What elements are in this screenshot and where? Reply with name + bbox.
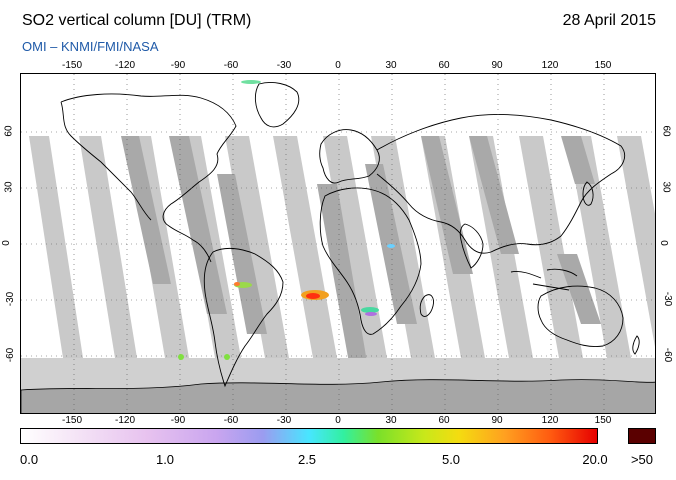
lat-tick-right: 60 xyxy=(660,125,672,137)
map-source: OMI – KNMI/FMI/NASA xyxy=(22,39,159,54)
south-america-coast xyxy=(203,247,284,388)
colorbar-label: 0.0 xyxy=(20,452,39,467)
lat-tick-left: 60 xyxy=(3,125,15,137)
lat-tick-right: 0 xyxy=(657,240,669,246)
lon-tick-bottom: 120 xyxy=(541,415,559,426)
colorbar-label: >50 xyxy=(630,452,654,467)
swath-gap xyxy=(519,136,583,358)
lon-tick-bottom: 30 xyxy=(385,415,397,426)
swath-overlap-band xyxy=(169,136,227,314)
lat-tick-right: -60 xyxy=(662,347,674,363)
lon-tick-top: 60 xyxy=(438,60,450,71)
japan-coast xyxy=(582,181,594,206)
colorbar-label: 2.5 xyxy=(297,452,317,467)
lon-tick-top: -120 xyxy=(114,60,136,71)
lon-tick-top: -150 xyxy=(61,60,83,71)
lat-tick-right: 30 xyxy=(660,181,672,193)
so2-patch xyxy=(241,80,261,84)
new-zealand-coast xyxy=(632,335,640,355)
swath-gap xyxy=(29,136,83,358)
india-coast xyxy=(459,223,484,269)
swath-overlap-band xyxy=(317,184,369,374)
lon-tick-bottom: -30 xyxy=(276,415,292,426)
swath-gap xyxy=(273,136,337,358)
africa-coast xyxy=(319,187,422,335)
lon-tick-top: -30 xyxy=(276,60,292,71)
swath-overlap-band xyxy=(121,136,171,284)
lon-tick-top: 150 xyxy=(594,60,612,71)
lon-tick-bottom: 150 xyxy=(594,415,612,426)
lon-tick-bottom: -90 xyxy=(170,415,186,426)
antarctica-landmass xyxy=(21,379,655,413)
lat-tick-left: -60 xyxy=(5,347,17,363)
swath-gap xyxy=(79,136,137,358)
lat-tick-left: -30 xyxy=(5,291,17,307)
map-title: SO2 vertical column [DU] (TRM) xyxy=(22,12,252,29)
asia-coast xyxy=(376,113,625,254)
swath-gap xyxy=(323,136,387,358)
lat-tick-left: 0 xyxy=(0,240,12,246)
europe-coast xyxy=(319,129,380,184)
so2-signals xyxy=(178,80,395,360)
colorbar-label: 1.0 xyxy=(155,452,175,467)
lon-tick-bottom: -120 xyxy=(114,415,136,426)
lat-tick-right: -30 xyxy=(662,291,674,307)
greenland-coast xyxy=(254,81,300,128)
swath-gap xyxy=(225,136,289,358)
coastlines xyxy=(60,81,640,388)
lon-tick-top: 30 xyxy=(385,60,397,71)
swath-overlap-band xyxy=(469,136,519,254)
lat-tick-left: 30 xyxy=(3,181,15,193)
colorbar-overflow-swatch xyxy=(628,428,656,444)
lon-tick-top: 120 xyxy=(541,60,559,71)
world-map xyxy=(21,74,655,413)
swath-gap xyxy=(617,136,655,347)
so2-patch xyxy=(387,244,395,248)
swath-overlap-band xyxy=(217,174,267,334)
australia-coast xyxy=(537,285,624,347)
so2-patch xyxy=(365,312,377,316)
colorbar-label: 5.0 xyxy=(441,452,461,467)
indonesia-coast xyxy=(510,268,578,291)
lon-tick-top: 90 xyxy=(491,60,503,71)
lon-tick-bottom: -150 xyxy=(61,415,83,426)
map-date: 28 April 2015 xyxy=(562,12,656,29)
lon-tick-bottom: 60 xyxy=(438,415,450,426)
lon-tick-bottom: 0 xyxy=(335,415,341,426)
lon-tick-top: 0 xyxy=(335,60,341,71)
madagascar-coast xyxy=(419,294,434,317)
colorbar-label: 20.0 xyxy=(582,452,608,467)
so2-patch xyxy=(178,354,184,360)
so2-patch xyxy=(234,282,240,286)
colorbar xyxy=(20,428,598,444)
swath-overlap-band xyxy=(421,136,473,274)
lon-tick-bottom: 90 xyxy=(491,415,503,426)
lon-tick-bottom: -60 xyxy=(223,415,239,426)
map-panel xyxy=(20,73,656,414)
so2-patch xyxy=(224,354,230,360)
lon-tick-top: -90 xyxy=(170,60,186,71)
swath-overlap-band xyxy=(561,136,595,184)
so2-patch xyxy=(361,307,379,313)
lon-tick-top: -60 xyxy=(223,60,239,71)
so2-patch xyxy=(306,293,320,299)
north-america-coast xyxy=(60,93,237,263)
